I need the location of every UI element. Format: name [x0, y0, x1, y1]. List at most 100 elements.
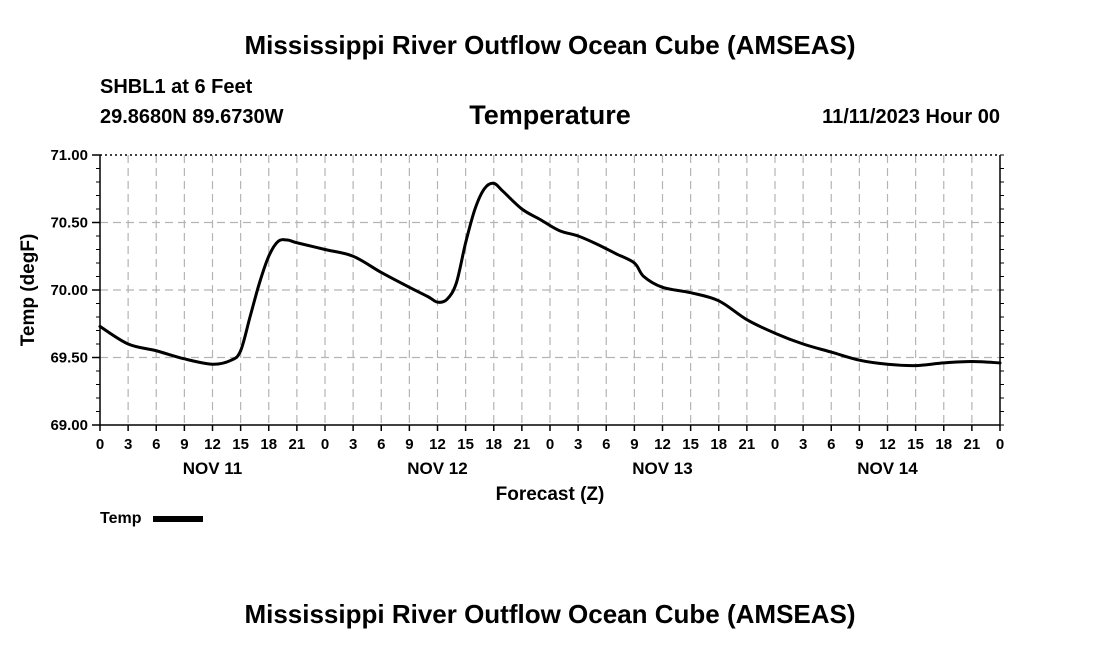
x-tick-label: 18 — [485, 436, 502, 453]
temp-data-point — [886, 363, 889, 366]
temp-data-point — [230, 359, 233, 362]
temp-data-point — [858, 359, 861, 362]
temp-data-point — [830, 351, 833, 353]
legend-label: Temp — [100, 510, 142, 527]
x-tick-label: 0 — [771, 436, 779, 453]
temp-data-point — [971, 360, 973, 363]
x-tick-label: 0 — [96, 436, 104, 453]
temp-data-point — [577, 235, 579, 237]
x-tick-label: 15 — [682, 436, 699, 453]
temp-data-point — [446, 298, 448, 301]
chart-title: Temperature — [469, 100, 631, 130]
x-tick-label: 21 — [514, 436, 531, 453]
temp-data-point — [521, 208, 523, 210]
temp-data-point — [211, 363, 214, 366]
x-tick-label: 15 — [457, 436, 474, 453]
temp-data-point — [239, 349, 242, 352]
y-tick-label: 69.00 — [50, 417, 88, 434]
x-tick-label: 15 — [232, 436, 249, 453]
temp-data-point — [455, 282, 458, 285]
day-label: NOV 13 — [632, 459, 692, 478]
temp-data-point — [746, 318, 748, 321]
x-tick-label: 21 — [739, 436, 756, 453]
temp-data-point — [492, 182, 495, 185]
temp-data-point — [436, 301, 439, 303]
x-tick-label: 6 — [602, 436, 610, 453]
temp-data-point — [127, 343, 129, 345]
temp-data-point — [155, 349, 158, 352]
temp-data-point — [258, 282, 261, 285]
temp-data-point — [296, 241, 298, 244]
x-tick-label: 3 — [124, 436, 132, 453]
x-tick-label: 9 — [405, 436, 413, 453]
temp-data-point — [324, 248, 326, 251]
y-tick-label: 69.50 — [50, 350, 88, 367]
footer-title: Mississippi River Outflow Ocean Cube (AM… — [244, 599, 856, 629]
x-tick-label: 12 — [204, 436, 221, 453]
x-tick-label: 9 — [630, 436, 638, 453]
temp-data-point — [352, 255, 354, 258]
x-axis-title: Forecast (Z) — [496, 484, 605, 505]
temp-data-point — [774, 332, 776, 335]
temp-data-point — [277, 240, 279, 243]
day-label: NOV 14 — [857, 459, 918, 478]
temp-data-point — [267, 255, 270, 258]
x-tick-label: 9 — [855, 436, 863, 453]
main-title: Mississippi River Outflow Ocean Cube (AM… — [244, 30, 856, 60]
x-tick-label: 18 — [710, 436, 727, 453]
temp-data-point — [914, 364, 917, 367]
temp-data-point — [717, 300, 720, 302]
x-tick-label: 3 — [799, 436, 807, 453]
temp-data-point — [614, 252, 617, 255]
temp-data-point — [380, 271, 383, 274]
x-tick-label: 3 — [349, 436, 357, 453]
y-tick-label: 70.50 — [50, 215, 88, 232]
x-tick-label: 6 — [152, 436, 160, 453]
temp-data-point — [689, 291, 692, 294]
temp-data-point — [558, 229, 561, 232]
temp-data-point — [483, 187, 486, 190]
temp-data-point — [502, 190, 504, 193]
x-tick-label: 0 — [546, 436, 554, 453]
x-tick-label: 15 — [907, 436, 924, 453]
temp-data-point — [464, 241, 467, 244]
x-tick-label: 21 — [289, 436, 306, 453]
temp-data-point — [596, 243, 598, 245]
temp-data-point — [802, 343, 804, 345]
x-tick-label: 0 — [321, 436, 329, 453]
day-label: NOV 11 — [183, 459, 243, 478]
temp-data-point — [183, 358, 186, 360]
x-tick-label: 3 — [574, 436, 582, 453]
y-axis-title: Temp (degF) — [18, 234, 39, 347]
temp-data-point — [408, 286, 411, 289]
datetime-label: 11/11/2023 Hour 00 — [822, 106, 1000, 128]
temp-data-point — [427, 295, 429, 298]
coordinates-label: 29.8680N 89.6730W — [100, 106, 284, 128]
station-label: SHBL1 at 6 Feet — [100, 76, 253, 98]
x-tick-label: 6 — [377, 436, 385, 453]
legend: Temp — [100, 510, 204, 528]
x-tick-label: 12 — [429, 436, 446, 453]
temp-data-point — [99, 325, 101, 328]
temp-data-point — [633, 262, 636, 264]
temp-data-point — [539, 219, 542, 221]
temp-data-point — [286, 239, 289, 241]
x-tick-label: 0 — [996, 436, 1004, 453]
temp-data-point — [661, 286, 664, 289]
x-tick-label: 18 — [935, 436, 952, 453]
x-tick-label: 12 — [879, 436, 896, 453]
legend-swatch — [153, 516, 204, 522]
x-tick-label: 12 — [654, 436, 671, 453]
temp-data-point — [249, 316, 251, 318]
temp-data-point — [942, 362, 945, 364]
x-tick-label: 18 — [260, 436, 277, 453]
x-tick-label: 9 — [180, 436, 188, 453]
x-tick-label: 21 — [964, 436, 981, 453]
temp-data-point — [999, 362, 1001, 364]
y-tick-label: 71.00 — [50, 147, 88, 164]
x-tick-label: 6 — [827, 436, 835, 453]
temp-data-point — [642, 275, 645, 278]
temp-data-point — [474, 208, 476, 210]
y-tick-label: 70.00 — [50, 282, 88, 299]
